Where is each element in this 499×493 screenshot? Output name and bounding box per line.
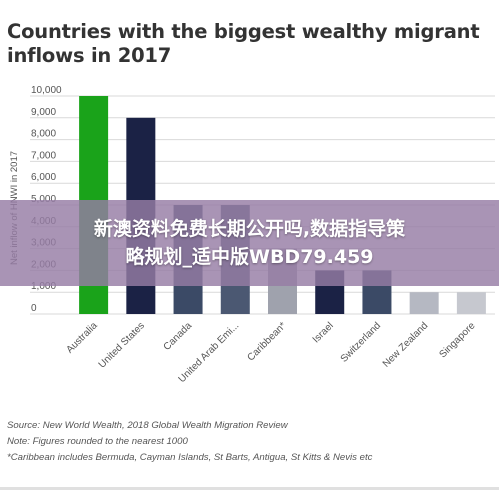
overlay-banner: 新澳资料免费长期公开吗,数据指导策 略规划_适中版WBD79.459: [0, 200, 499, 286]
x-tick-label: Switzerland: [339, 320, 383, 364]
y-tick-label: 8,000: [31, 129, 56, 140]
y-tick-label: 6,000: [31, 172, 56, 183]
y-tick-label: 10,000: [31, 85, 62, 96]
y-tick-label: 7,000: [31, 150, 56, 161]
caribbean-footnote: *Caribbean includes Bermuda, Cayman Isla…: [7, 452, 373, 463]
x-tick-label: United States: [97, 320, 147, 370]
chart-footer: Source: New World Wealth, 2018 Global We…: [7, 418, 495, 466]
y-tick-label: 1,000: [31, 281, 56, 292]
y-tick-label: 0: [31, 303, 37, 314]
bottom-divider: [0, 487, 499, 490]
x-tick-label: Canada: [162, 320, 195, 353]
x-tick-label: Israel: [311, 320, 336, 345]
bar: [409, 292, 439, 314]
banner-line-1: 新澳资料免费长期公开吗,数据指导策: [93, 218, 406, 240]
rounding-note: Note: Figures rounded to the nearest 100…: [7, 436, 188, 447]
y-tick-label: 5,000: [31, 194, 56, 205]
x-tick-label: New Zealand: [381, 320, 430, 369]
y-tick-label: 9,000: [31, 107, 56, 118]
x-tick-label: Singapore: [437, 320, 477, 360]
banner-line-2: 略规划_适中版WBD79.459: [125, 246, 374, 268]
x-tick-label: Caribbean*: [245, 320, 288, 363]
source-note: Source: New World Wealth, 2018 Global We…: [7, 420, 288, 431]
x-tick-label: Australia: [64, 320, 100, 356]
bar: [456, 292, 486, 314]
chart-title: Countries with the biggest wealthy migra…: [7, 20, 480, 67]
